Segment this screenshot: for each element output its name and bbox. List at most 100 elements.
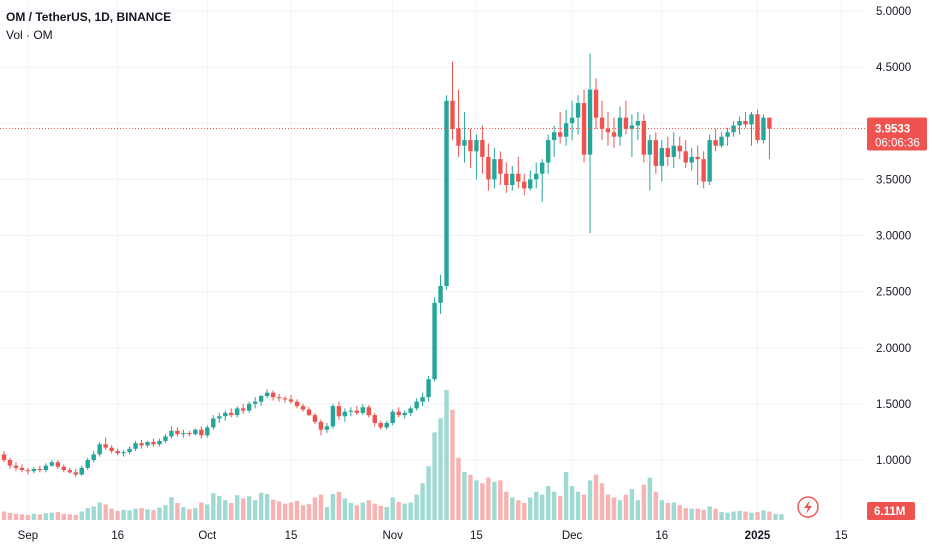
candle-body-66 [396, 411, 401, 416]
time-axis[interactable]: Sep 16 Oct 15 Nov 15 Dec 16 2025 15 [18, 530, 848, 542]
volume-bar-90 [540, 494, 545, 520]
volume-bar-123 [737, 510, 742, 520]
x-tick-label-5: 15 [470, 530, 483, 542]
y-tick-label-3: 3.5000 [876, 174, 911, 186]
volume-bar-100 [599, 483, 605, 520]
candle-body-40 [241, 408, 246, 411]
candle-body-87 [522, 181, 527, 189]
candle-body-30 [181, 433, 186, 435]
candle-body-120 [719, 136, 724, 146]
volume-bar-35 [211, 493, 216, 520]
candle-body-71 [426, 379, 431, 398]
candle-body-27 [163, 436, 168, 441]
candle-body-34 [205, 427, 210, 436]
y-tick-label-6: 2.0000 [876, 343, 911, 355]
volume-bar-84 [504, 491, 509, 520]
x-tick-label-7: 16 [655, 530, 668, 542]
symbol-title[interactable]: OM / TetherUS, 1D, BINANCE [6, 10, 172, 24]
volume-bar-121 [725, 512, 730, 520]
candle-body-48 [288, 399, 294, 402]
candle-body-81 [486, 156, 491, 180]
volume-bar-27 [163, 505, 168, 520]
volume-bar-112 [671, 502, 676, 520]
candle-body-33 [199, 429, 204, 436]
volume-bar-18 [109, 508, 114, 520]
volume-bar-86 [516, 500, 521, 520]
chart-grid [0, 0, 865, 522]
candle-body-68 [408, 408, 413, 413]
candle-body-17 [103, 444, 108, 448]
volume-bar-126 [755, 512, 760, 520]
candle-body-121 [725, 132, 730, 137]
volume-bar-68 [408, 502, 413, 520]
volume-bar-57 [342, 498, 348, 520]
y-tick-label-8: 1.0000 [876, 455, 911, 467]
volume-bar-50 [300, 505, 306, 520]
candle-body-122 [731, 125, 736, 133]
volume-bar-101 [605, 494, 611, 520]
candle-body-10 [61, 466, 66, 471]
candle-body-54 [324, 426, 330, 430]
candle-body-14 [85, 460, 90, 468]
volume-bar-66 [396, 501, 401, 520]
candle-body-91 [545, 140, 551, 163]
volume-bar-65 [390, 497, 395, 520]
candle-body-85 [510, 173, 515, 185]
x-tick-label-8: 2025 [745, 530, 771, 542]
last-price-value: 3.9533 [875, 123, 910, 135]
volume-bar-22 [133, 508, 138, 520]
volume-bar-0 [1, 511, 7, 520]
candle-body-31 [187, 433, 192, 435]
candle-body-74 [444, 100, 449, 287]
volume-bar-80 [480, 483, 485, 520]
volume-bar-105 [629, 488, 635, 520]
volume-bar-77 [462, 471, 467, 520]
volume-bar-72 [432, 432, 437, 520]
volume-bar-23 [139, 508, 144, 520]
volume-bar-104 [623, 494, 629, 520]
candle-body-109 [653, 140, 659, 166]
candle-body-86 [516, 173, 521, 182]
candle-body-101 [605, 128, 611, 133]
volume-bar-55 [330, 494, 336, 520]
volume-bar-41 [246, 496, 252, 520]
volume-bar-56 [336, 491, 342, 520]
candle-body-32 [193, 429, 198, 435]
volume-bar-39 [235, 495, 240, 520]
candle-body-83 [498, 159, 503, 174]
volume-bar-97 [581, 494, 587, 520]
volume-bar-129 [773, 513, 778, 520]
volume-bar-111 [665, 503, 670, 520]
candle-body-114 [683, 151, 688, 163]
lightning-icon[interactable] [797, 496, 819, 518]
volume-bar-43 [258, 492, 264, 520]
volume-bar-79 [474, 480, 479, 520]
candle-body-0 [1, 454, 7, 460]
candle-body-90 [540, 162, 545, 174]
candle-body-70 [420, 397, 425, 402]
volume-bar-64 [384, 507, 389, 520]
candle-body-8 [49, 462, 55, 466]
volume-bar-13 [79, 511, 84, 520]
volume-bar-92 [551, 491, 557, 520]
candle-body-105 [629, 125, 635, 129]
x-tick-label-1: 16 [111, 530, 124, 542]
candle-body-63 [378, 422, 383, 428]
candle-body-80 [480, 140, 485, 157]
candle-body-73 [438, 286, 443, 303]
chart-legend: OM / TetherUS, 1D, BINANCE Vol · OM [6, 8, 171, 44]
volume-bar-95 [569, 486, 575, 520]
volume-bar-116 [695, 508, 700, 520]
volume-legend[interactable]: Vol · OM [6, 28, 53, 42]
volume-bar-70 [420, 483, 425, 520]
volume-bar-14 [85, 508, 90, 520]
candle-body-113 [677, 145, 682, 152]
candle-body-99 [593, 89, 599, 118]
candle-body-117 [701, 159, 706, 182]
candle-body-79 [474, 140, 479, 152]
price-axis[interactable]: 5.00004.50004.00003.50003.00002.50002.00… [876, 6, 911, 467]
y-tick-label-5: 2.5000 [876, 287, 911, 299]
volume-bar-91 [545, 486, 551, 520]
candle-body-29 [175, 430, 180, 435]
